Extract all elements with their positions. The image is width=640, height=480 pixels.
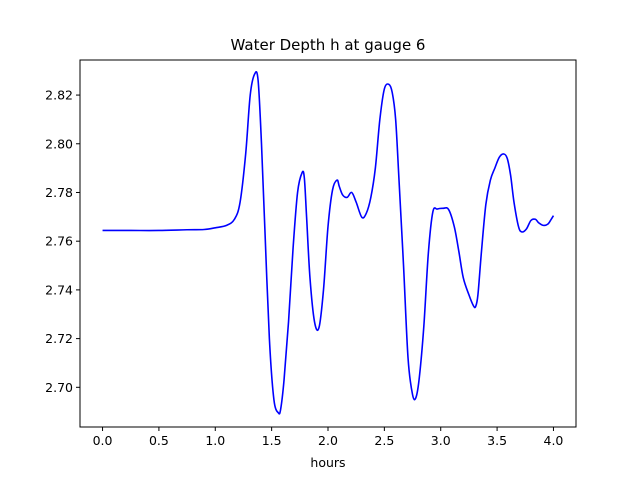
x-tick-label: 1.5 xyxy=(262,433,282,448)
axes: 0.0 0.5 1.0 1.5 2.0 2.5 3.0 3.5 4.0 2.70 2.72 2.74 2… xyxy=(45,59,577,448)
x-tick-label: 0.5 xyxy=(149,433,169,448)
y-tick-label: 2.78 xyxy=(45,185,73,200)
x-tick-label: 0.0 xyxy=(93,433,113,448)
x-tick-label: 3.0 xyxy=(431,433,451,448)
y-tick-label: 2.82 xyxy=(45,88,73,103)
x-tick-label: 2.5 xyxy=(374,433,394,448)
x-tick-label: 2.0 xyxy=(318,433,338,448)
series-line-0 xyxy=(102,71,555,415)
y-tick-label: 2.80 xyxy=(45,136,73,151)
plot-area xyxy=(102,71,555,415)
plot-frame xyxy=(79,59,577,428)
y-tick-label: 2.76 xyxy=(45,234,73,249)
x-tick-label: 3.5 xyxy=(487,433,507,448)
y-tick-label: 2.70 xyxy=(45,380,73,395)
y-tick-label: 2.72 xyxy=(45,331,73,346)
x-tick-label: 1.0 xyxy=(205,433,225,448)
x-tick-label: 4.0 xyxy=(544,433,564,448)
chart-title: Water Depth h at gauge 6 xyxy=(231,36,426,54)
x-axis-label: hours xyxy=(310,455,345,470)
y-tick-label: 2.74 xyxy=(45,282,73,297)
